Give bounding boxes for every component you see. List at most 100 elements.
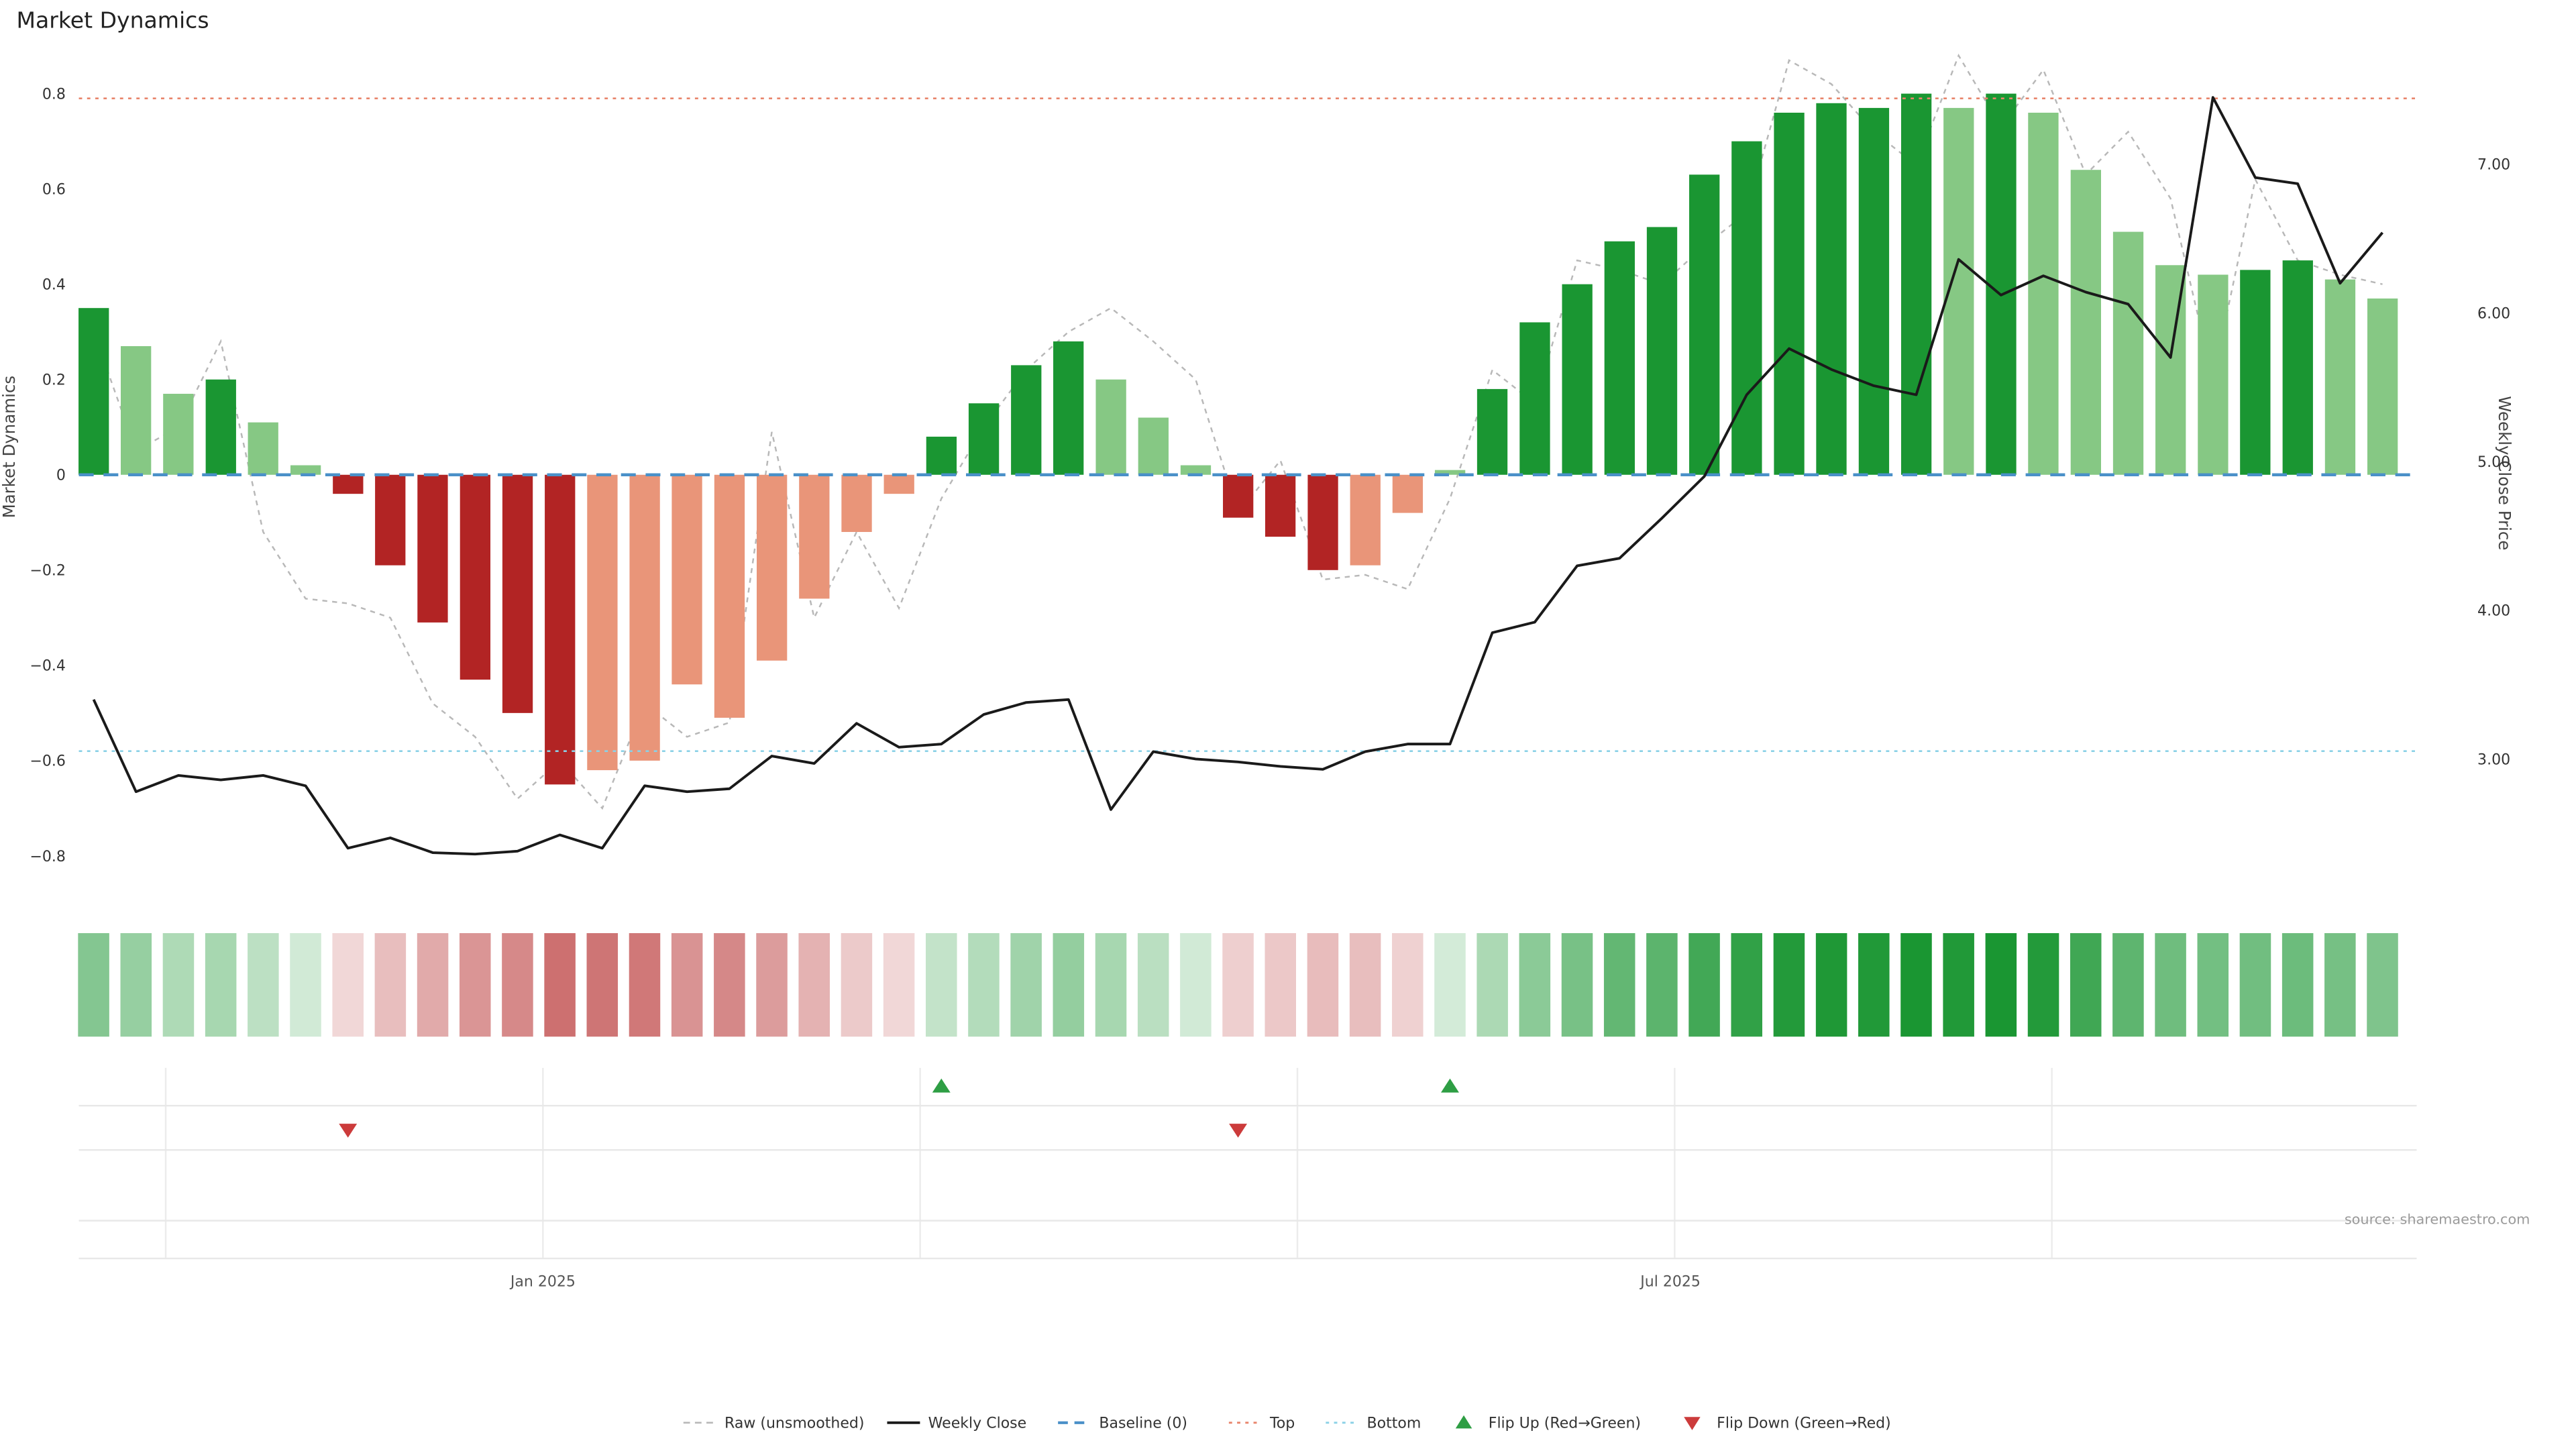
- dynamics-bar: [757, 474, 788, 661]
- weekly-close-line: [92, 96, 2384, 856]
- heatmap-cell: [629, 933, 661, 1037]
- heatmap-cell: [2324, 933, 2356, 1037]
- heatmap-cell: [671, 933, 703, 1037]
- heatmap-cell: [926, 933, 957, 1037]
- heatmap-cell: [2112, 933, 2144, 1037]
- legend-label: Weekly Close: [928, 1415, 1027, 1432]
- left-tick-label: 0.2: [42, 372, 66, 389]
- dynamics-bar: [1900, 93, 1932, 475]
- heatmap-cell: [248, 933, 279, 1037]
- dynamics-bar: [375, 474, 406, 566]
- heatmap-cell: [1392, 933, 1424, 1037]
- legend-label: Raw (unsmoothed): [724, 1415, 865, 1432]
- dynamics-bar: [1816, 103, 1847, 475]
- heatmap-cell: [1985, 933, 2017, 1037]
- right-tick-label: 3.00: [2477, 751, 2510, 768]
- heatmap-cell: [2239, 933, 2271, 1037]
- dynamics-bar: [1986, 93, 2017, 475]
- heatmap-cell: [1646, 933, 1678, 1037]
- heatmap-cell: [205, 933, 237, 1037]
- heatmap-cell: [1688, 933, 1720, 1037]
- dynamics-bar: [2324, 279, 2356, 475]
- dynamics-bar: [2282, 260, 2313, 475]
- dynamics-bars: [78, 93, 2398, 785]
- legend-item: Flip Down (Green→Red): [1684, 1415, 1891, 1432]
- dynamics-bar: [1053, 341, 1084, 475]
- dynamics-bar: [205, 379, 236, 475]
- x-tick-label: Jul 2025: [1639, 1274, 1701, 1291]
- heatmap-cell: [714, 933, 745, 1037]
- heatmap-cell: [2070, 933, 2102, 1037]
- dynamics-bar: [968, 403, 1000, 475]
- heatmap-cell: [1731, 933, 1763, 1037]
- heatmap-cell: [1434, 933, 1466, 1037]
- dynamics-bar: [1731, 141, 1762, 475]
- dynamics-bar: [2070, 170, 2101, 475]
- heatmap-cell: [2027, 933, 2059, 1037]
- heatmap-cell: [1010, 933, 1042, 1037]
- right-tick-label: 4.00: [2477, 603, 2510, 620]
- dynamics-bar: [78, 308, 109, 475]
- legend-label: Flip Down (Green→Red): [1717, 1415, 1891, 1432]
- dynamics-bar: [2240, 270, 2271, 475]
- left-tick-label: 0.8: [42, 86, 66, 103]
- dynamics-bar: [883, 474, 914, 494]
- heatmap-cell: [374, 933, 407, 1037]
- heatmap-cell: [502, 933, 533, 1037]
- x-tick-label: Jan 2025: [509, 1274, 576, 1291]
- left-tick-label: −0.8: [30, 849, 66, 865]
- dynamics-bar: [587, 474, 618, 771]
- right-axis-title: Weekly Close Price: [2495, 396, 2514, 550]
- x-axis-ticks: Jan 2025 Jul 2025: [509, 1274, 1701, 1291]
- heatmap-cell: [1095, 933, 1127, 1037]
- dynamics-bar: [1392, 474, 1424, 513]
- dynamics-bar: [672, 474, 702, 685]
- heatmap-strip: [78, 933, 2398, 1037]
- flip-markers: [339, 1078, 1459, 1138]
- left-axis-ticks: 0.8 0.6 0.4 0.2 0 −0.2 −0.4 −0.6 −0.8: [30, 86, 66, 865]
- heatmap-cell: [1943, 933, 1974, 1037]
- left-tick-label: −0.4: [30, 658, 66, 675]
- legend-label: Baseline (0): [1099, 1415, 1187, 1432]
- dynamics-bar: [1265, 474, 1296, 537]
- heatmap-cell: [1858, 933, 1890, 1037]
- heatmap-cell: [2367, 933, 2398, 1037]
- heatmap-cell: [1477, 933, 1508, 1037]
- dynamics-bar: [1519, 322, 1550, 475]
- heatmap-cell: [1561, 933, 1593, 1037]
- dynamics-bar: [1646, 227, 1678, 475]
- chart-title: Market Dynamics: [16, 7, 209, 34]
- heatmap-cell: [586, 933, 619, 1037]
- heatmap-cell: [1603, 933, 1635, 1037]
- dynamics-bar: [290, 465, 321, 475]
- dynamics-bar: [1223, 474, 1254, 518]
- heatmap-cell: [332, 933, 364, 1037]
- left-tick-label: −0.6: [30, 753, 66, 770]
- flip-up-marker: [932, 1078, 951, 1093]
- heatmap-cell: [1519, 933, 1551, 1037]
- dynamics-bar: [2112, 231, 2144, 475]
- left-tick-label: 0.4: [42, 277, 66, 294]
- dynamics-bar: [1095, 379, 1126, 475]
- source-credit: source: sharemaestro.com: [2345, 1211, 2530, 1227]
- dynamics-bar: [545, 474, 576, 785]
- flip-down-marker: [1229, 1124, 1248, 1138]
- dynamics-bar: [714, 474, 745, 718]
- heatmap-cell: [2282, 933, 2314, 1037]
- heatmap-cell: [1349, 933, 1381, 1037]
- heatmap-cell: [290, 933, 321, 1037]
- flip-down-icon: [1684, 1417, 1701, 1430]
- dynamics-bar: [1562, 284, 1593, 475]
- heatmap-cell: [1137, 933, 1169, 1037]
- weekly-close-path: [92, 96, 2384, 856]
- heatmap-cell: [1773, 933, 1805, 1037]
- flip-up-marker: [1441, 1078, 1459, 1093]
- dynamics-bar: [502, 474, 533, 713]
- heatmap-cell: [1222, 933, 1254, 1037]
- dynamics-bar: [841, 474, 872, 532]
- heatmap-cell: [120, 933, 152, 1037]
- legend-label: Flip Up (Red→Green): [1489, 1415, 1641, 1432]
- left-tick-label: −0.2: [30, 563, 66, 580]
- heatmap-cell: [841, 933, 873, 1037]
- dynamics-bar: [460, 474, 491, 680]
